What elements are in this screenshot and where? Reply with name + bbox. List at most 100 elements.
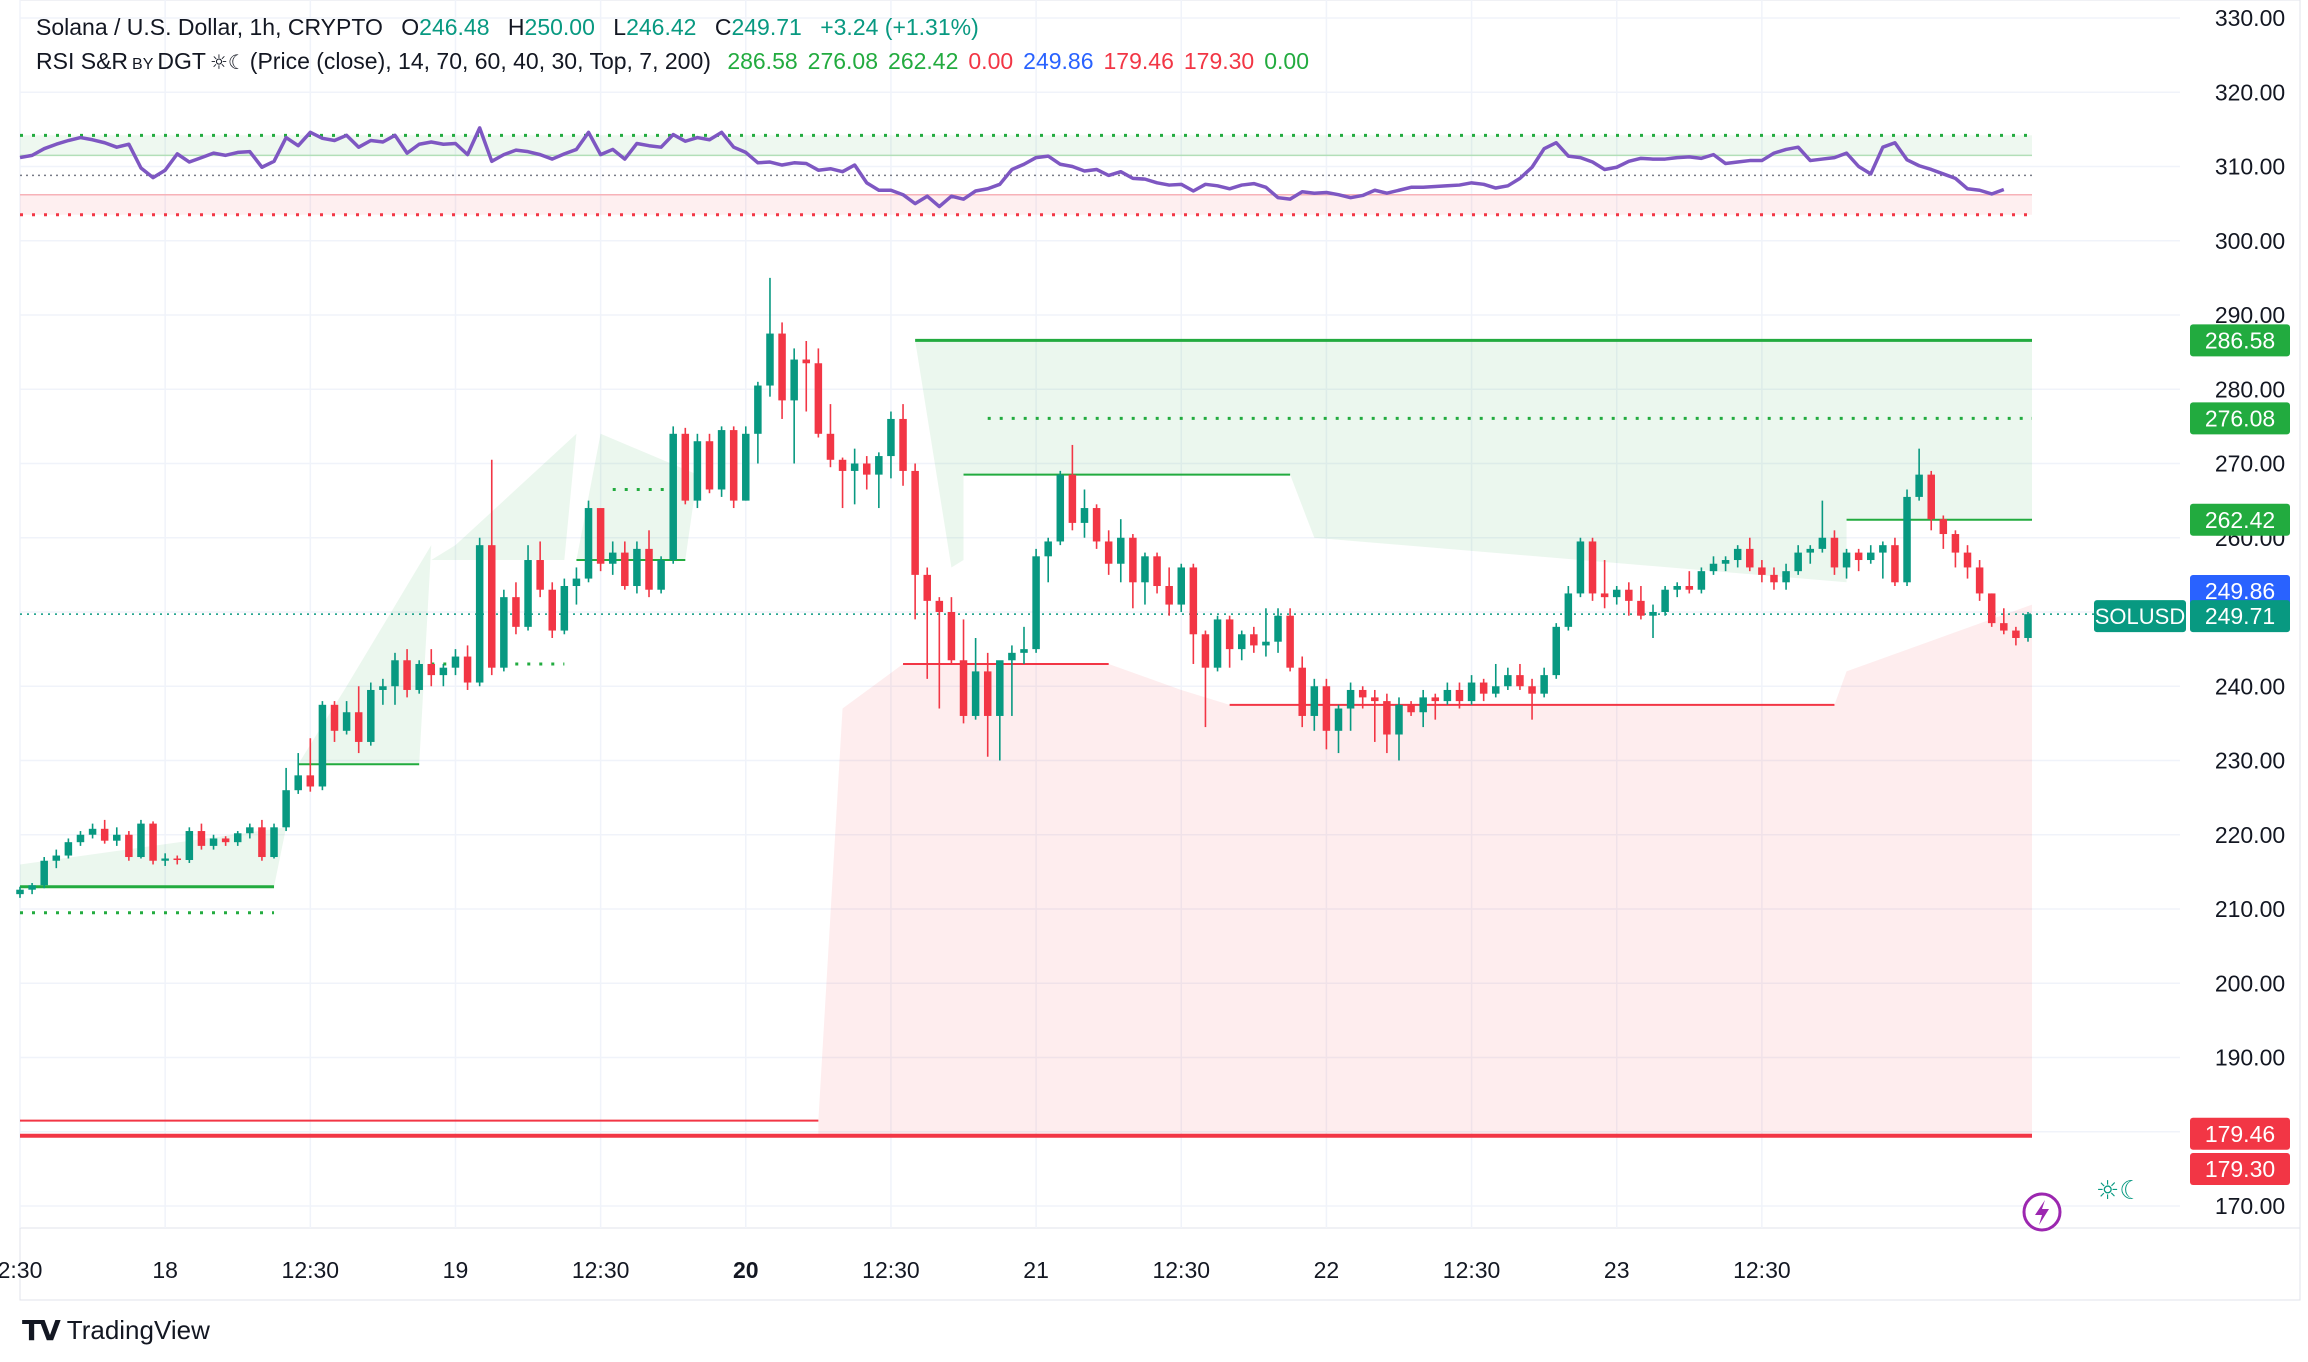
candle <box>1213 615 1222 672</box>
candle <box>1032 548 1040 653</box>
candle-body <box>657 560 665 590</box>
candle <box>1987 593 1996 627</box>
candles <box>16 277 2032 898</box>
x-tick-label: 2:30 <box>0 1257 42 1283</box>
candle <box>427 649 436 687</box>
lightning-icon[interactable] <box>2022 1192 2062 1232</box>
candle-body <box>524 560 532 627</box>
candle-body <box>1407 704 1415 713</box>
price-label: 262.42 <box>2190 503 2290 536</box>
candle-body <box>887 418 895 457</box>
indicator-value-6: 179.30 <box>1183 48 1255 74</box>
candle <box>1782 563 1790 590</box>
candle <box>1141 552 1149 605</box>
sun-moon-icon[interactable]: ☼☾ <box>2096 1176 2143 1206</box>
candle-body <box>693 441 702 501</box>
tradingview-footer[interactable]: TV TradingView <box>22 1314 210 1347</box>
symbol-tag[interactable]: SOLUSD <box>2094 600 2186 633</box>
candle-body <box>584 508 593 579</box>
y-tick-label: 170.00 <box>2215 1193 2285 1219</box>
candle <box>887 411 895 479</box>
candle <box>1951 530 1960 568</box>
candle <box>1298 656 1306 728</box>
candle-body <box>1600 593 1609 598</box>
candle-body <box>729 430 738 501</box>
x-tick-label: 23 <box>1604 1257 1630 1283</box>
symbol-title[interactable]: Solana / U.S. Dollar, 1h, CRYPTO <box>36 14 383 40</box>
candle <box>1685 571 1694 594</box>
candle <box>1431 693 1440 720</box>
candle-body <box>125 834 133 858</box>
candle-body <box>1467 682 1476 702</box>
tradingview-brand: TradingView <box>66 1315 210 1345</box>
symbol-header: Solana / U.S. Dollar, 1h, CRYPTO O246.48… <box>36 14 983 41</box>
support-zone <box>818 604 2032 1136</box>
candle <box>354 686 363 754</box>
candle <box>1564 586 1573 631</box>
candle <box>391 652 399 705</box>
candle <box>862 456 871 490</box>
candle-body <box>391 660 399 687</box>
candle-body <box>318 704 327 787</box>
candle-body <box>16 889 24 895</box>
candle-body <box>1286 615 1294 668</box>
candle <box>1891 537 1899 587</box>
candle <box>221 836 230 846</box>
candle-body <box>258 827 266 858</box>
candle <box>439 663 448 687</box>
candle <box>657 556 665 594</box>
candle <box>548 582 556 638</box>
candle-body <box>439 667 448 676</box>
candle <box>1068 444 1077 531</box>
candle-body <box>1927 474 1935 520</box>
candle-body <box>1661 589 1669 612</box>
candle-body <box>76 834 85 843</box>
candle-body <box>246 827 254 834</box>
candle <box>1746 537 1754 572</box>
candle-body <box>1673 586 1681 590</box>
candle <box>1600 560 1609 609</box>
candle-body <box>463 656 472 683</box>
candle <box>754 381 762 464</box>
candle <box>258 819 266 861</box>
candle <box>802 340 811 412</box>
x-tick-label: 12:30 <box>1152 1257 1210 1283</box>
candle <box>1020 626 1028 664</box>
candle <box>1576 537 1585 598</box>
indicator-values: 286.58 276.08 262.42 0.00 249.86 179.46 179.30… <box>721 48 1313 74</box>
candle <box>814 348 823 438</box>
candle-body <box>959 660 968 716</box>
candle <box>137 819 145 859</box>
candle <box>1854 548 1863 572</box>
candle-body <box>996 660 1004 716</box>
open-key: O <box>401 14 420 40</box>
price-label: 249.71 <box>2190 600 2290 633</box>
candle-body <box>1250 634 1258 646</box>
candle-body <box>330 704 339 731</box>
candle-body <box>173 858 182 861</box>
candle <box>850 448 859 505</box>
candle <box>1939 515 1948 549</box>
candle-body <box>379 686 387 690</box>
candle-body <box>1685 586 1694 590</box>
candle-body <box>1697 571 1706 590</box>
rsi-oversold-band <box>20 194 2032 215</box>
price-label-box <box>2190 1152 2290 1185</box>
candle <box>1516 663 1524 690</box>
candle-body <box>1020 649 1028 653</box>
candle-body <box>1612 589 1621 598</box>
candle <box>1092 504 1101 549</box>
candle <box>826 404 835 468</box>
candle <box>1479 678 1488 702</box>
indicator-name[interactable]: RSI S&R <box>36 48 129 74</box>
candle-body <box>911 470 919 575</box>
candle <box>681 427 690 505</box>
price-label-text: 249.71 <box>2205 603 2275 629</box>
candle-body <box>415 663 423 690</box>
price-label: 179.30 <box>2190 1152 2290 1185</box>
candle <box>1661 586 1669 616</box>
candle <box>463 645 472 690</box>
low-key: L <box>613 14 627 40</box>
